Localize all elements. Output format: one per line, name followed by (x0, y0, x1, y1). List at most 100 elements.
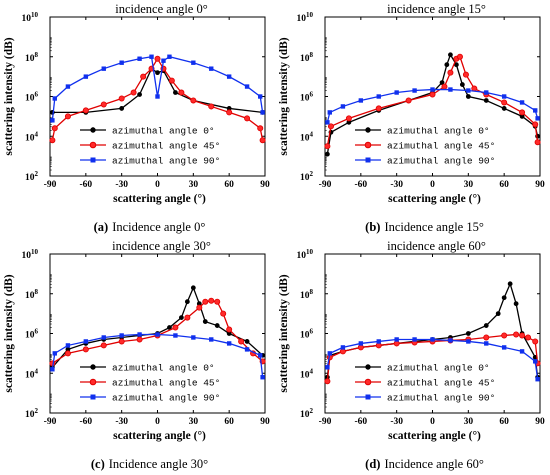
data-point (501, 345, 507, 350)
data-point (173, 333, 178, 338)
x-tick-label: -30 (115, 417, 128, 427)
y-tick-label: 108 (300, 51, 314, 64)
x-tick-label: 0 (155, 180, 160, 190)
chart-title: incidence angle 15° (387, 2, 486, 16)
data-point (119, 333, 124, 338)
data-point (448, 52, 453, 58)
data-point (190, 285, 196, 291)
data-point (65, 343, 71, 348)
data-point (448, 338, 453, 343)
data-point (325, 365, 330, 370)
data-point (226, 326, 233, 333)
data-point (412, 337, 417, 342)
data-point (533, 359, 538, 364)
data-point (83, 74, 89, 79)
data-point (173, 90, 178, 95)
data-point (209, 66, 214, 71)
data-point (101, 335, 106, 340)
data-point (501, 295, 507, 301)
legend-label: azimuthal angle 45° (387, 378, 495, 389)
data-point (100, 342, 107, 349)
data-point (483, 98, 489, 103)
data-point (208, 297, 215, 304)
x-tick-label: 90 (260, 417, 270, 427)
y-tick-label: 106 (300, 328, 314, 341)
x-tick-label: 30 (464, 180, 474, 190)
data-point (327, 351, 332, 356)
data-point (462, 71, 469, 78)
figure-caption: (d) Incidence angle 60° (365, 457, 484, 471)
data-point (327, 110, 332, 115)
data-point (137, 332, 142, 337)
data-point (519, 349, 525, 354)
x-tick-label: 0 (430, 180, 435, 190)
data-point (238, 338, 245, 345)
legend-marker (364, 378, 372, 386)
data-point (155, 94, 160, 99)
data-point (137, 56, 142, 61)
data-point (459, 82, 465, 87)
data-point (525, 334, 532, 341)
x-tick-label: -30 (390, 417, 403, 427)
legend-marker (365, 127, 371, 133)
data-point (324, 143, 331, 150)
data-point (501, 99, 508, 106)
data-point (465, 94, 471, 99)
x-tick-label: -90 (44, 417, 57, 427)
data-point (161, 58, 166, 63)
y-tick-label: 104 (25, 367, 39, 380)
x-tick-label: 30 (189, 180, 199, 190)
data-point (119, 106, 125, 111)
data-point (136, 336, 143, 343)
data-point (52, 96, 57, 101)
y-tick-label: 102 (25, 407, 39, 420)
y-tick-label: 108 (25, 288, 39, 301)
data-point (191, 60, 196, 65)
data-point (448, 87, 453, 92)
y-axis-label: scattering intensity (dB) (278, 37, 290, 155)
legend-marker (89, 141, 97, 149)
y-tick-label: 104 (300, 367, 314, 380)
data-point (324, 378, 331, 385)
legend-label: azimuthal angle 45° (112, 141, 220, 152)
data-point (430, 337, 435, 342)
data-point (220, 310, 227, 317)
x-axis-label: scattering angle (°) (388, 430, 481, 442)
data-point (191, 335, 196, 340)
data-point (466, 339, 471, 344)
x-tick-label: 90 (260, 180, 270, 190)
data-point (172, 324, 179, 331)
data-point (501, 94, 507, 99)
x-tick-label: -30 (115, 180, 128, 190)
data-point (519, 100, 525, 105)
legend-label: azimuthal angle 0° (112, 126, 215, 137)
data-point (501, 332, 508, 339)
y-tick-label: 108 (300, 288, 314, 301)
data-point (184, 314, 191, 321)
data-point (327, 123, 334, 130)
data-point (140, 73, 147, 80)
data-point (137, 92, 142, 97)
y-tick-label: 104 (300, 130, 314, 143)
x-tick-label: -90 (319, 417, 332, 427)
data-point (465, 331, 471, 336)
x-tick-label: 30 (464, 417, 474, 427)
legend-marker (90, 127, 96, 133)
x-tick-label: 60 (224, 417, 234, 427)
data-point (495, 311, 501, 317)
data-point (441, 83, 448, 90)
legend-label: azimuthal angle 90° (112, 393, 220, 404)
legend-marker (90, 157, 96, 163)
legend-marker (364, 141, 372, 149)
y-tick-label: 102 (300, 170, 314, 183)
legend-marker (90, 394, 96, 400)
data-point (535, 116, 540, 121)
legend-label: azimuthal angle 45° (387, 141, 495, 152)
data-point (50, 118, 55, 123)
data-point (118, 95, 125, 102)
data-point (259, 137, 266, 144)
legend-marker (365, 364, 371, 370)
x-tick-label: 0 (155, 417, 160, 427)
data-point (394, 90, 399, 95)
data-point (519, 109, 526, 116)
